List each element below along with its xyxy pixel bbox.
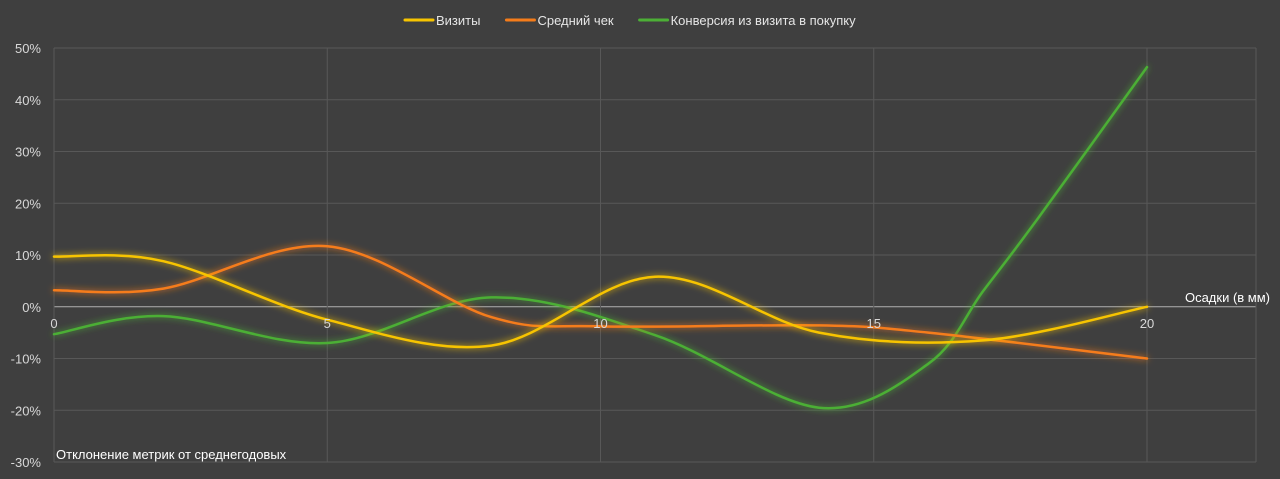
x-tick-label: 15 [867,316,881,331]
y-tick-label: 50% [15,41,41,56]
y-tick-label: 0% [22,300,41,315]
y-tick-label: 30% [15,145,41,160]
series-line-3 [52,65,1149,410]
gridlines [53,47,1257,463]
legend-label: Конверсия из визита в покупку [671,13,856,28]
y-tick-label: -30% [11,455,42,470]
tick-labels: 50% 40% 30% 20% 10% 0% -10% -20% -30% 0 5 10 15 20 [11,41,1155,470]
y-tick-label: -20% [11,403,42,418]
y-tick-label: -10% [11,352,42,367]
legend-label: Визиты [436,13,480,28]
legend-label: Средний чек [537,13,613,28]
x-tick-label: 5 [324,316,331,331]
x-tick-label: 0 [50,316,57,331]
y-axis-title: Отклонение метрик от среднегодовых [56,447,287,462]
x-tick-label: 20 [1140,316,1154,331]
y-tick-label: 40% [15,93,41,108]
x-tick-label: 10 [593,316,607,331]
series-line-2 [52,244,1149,360]
y-tick-label: 10% [15,248,41,263]
series-line-1 [52,253,1149,349]
legend-item-3[interactable]: Конверсия из визита в покупку [638,13,856,28]
series-lines [52,65,1149,410]
legend[interactable]: Визиты Средний чек Конверсия из визита в п… [403,13,856,28]
x-axis-title: Осадки (в мм) [1185,290,1270,305]
y-tick-label: 20% [15,196,41,211]
legend-item-1[interactable]: Визиты [403,13,480,28]
legend-item-2[interactable]: Средний чек [504,13,614,28]
